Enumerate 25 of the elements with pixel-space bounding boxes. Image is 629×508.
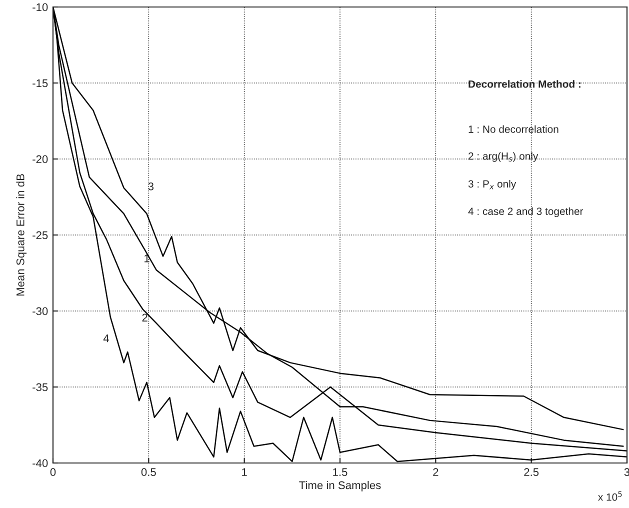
annotation: 2 : arg(H$_{s}$) only — [468, 152, 538, 162]
annotation: 3 — [148, 182, 154, 190]
y-tick-label: -40 — [32, 459, 48, 468]
x-tick-label: 2 — [433, 468, 438, 476]
x-tick-label: 2.5 — [524, 468, 539, 476]
y-tick-label: -20 — [32, 155, 48, 164]
x-tick-label: 1.5 — [333, 468, 348, 476]
annotation: 4 : case 2 and 3 together — [468, 207, 584, 218]
y-axis-title: Mean Square Error in dB — [16, 174, 27, 296]
y-tick-label: -35 — [32, 383, 48, 392]
annotation: 3 : P$_{x}$ only — [468, 180, 516, 190]
x-tick-label: 0.5 — [141, 468, 156, 476]
annotation: Decorrelation Method : — [468, 80, 580, 88]
annotation: 1 — [144, 254, 150, 262]
annotation: 4 — [103, 334, 109, 342]
text: x 10$^{5}$ — [598, 491, 622, 501]
x-tick-label: 1 — [242, 468, 247, 476]
y-tick-label: -30 — [32, 307, 48, 316]
x-tick-label: 0 — [50, 468, 56, 476]
y-tick-label: -25 — [32, 231, 48, 240]
y-tick-label: -15 — [32, 79, 48, 88]
x-axis-title: Time in Samples — [299, 480, 381, 492]
annotation: 2 — [142, 314, 148, 322]
annotation: 1 : No decorrelation — [468, 125, 558, 133]
y-tick-label: -10 — [32, 3, 48, 12]
